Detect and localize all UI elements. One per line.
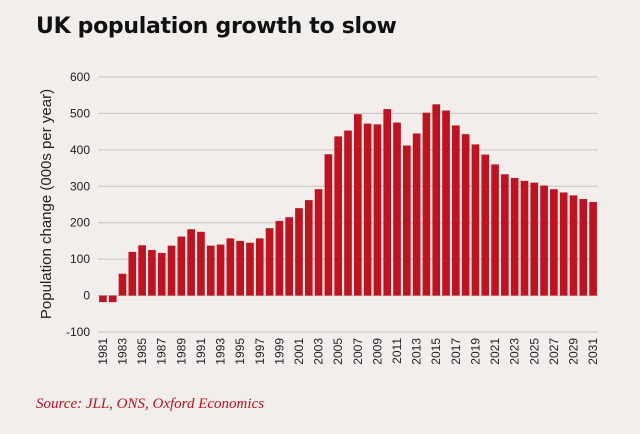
- x-tick-label: 1985: [135, 338, 149, 365]
- bar-2020: [481, 154, 490, 296]
- bar-2030: [579, 199, 588, 296]
- bar-2002: [304, 200, 313, 296]
- y-axis-label: Population change (000s per year): [38, 89, 55, 319]
- bar-2031: [589, 201, 597, 296]
- chart-title: UK population growth to slow: [36, 14, 397, 39]
- bar-1999: [275, 220, 284, 296]
- x-tick-label: 2031: [586, 338, 600, 365]
- bars: [99, 104, 597, 303]
- y-tick-label: 300: [70, 179, 90, 193]
- x-tick-label: 2027: [547, 338, 561, 365]
- bar-2011: [393, 122, 401, 296]
- bar-1995: [236, 240, 244, 296]
- bar-2015: [432, 104, 441, 296]
- bar-1986: [148, 250, 156, 296]
- bar-2021: [491, 164, 499, 296]
- x-tick-label: 1991: [194, 338, 208, 365]
- source-note: Source: JLL, ONS, Oxford Economics: [36, 396, 265, 412]
- bar-1985: [138, 245, 146, 296]
- bar-2003: [314, 189, 323, 296]
- bar-2013: [412, 133, 421, 296]
- bar-1998: [265, 228, 274, 296]
- x-tick-label: 2023: [508, 338, 522, 365]
- bar-2007: [353, 114, 362, 296]
- x-tick-label: 1981: [96, 338, 110, 365]
- bar-1991: [197, 231, 205, 296]
- bar-2024: [520, 180, 529, 296]
- x-tick-label: 1999: [272, 338, 286, 365]
- bar-2004: [324, 154, 333, 296]
- bar-2027: [550, 189, 558, 296]
- bar-2000: [285, 217, 293, 296]
- bar-2008: [363, 123, 372, 296]
- x-tick-label: 2021: [488, 338, 502, 365]
- x-tick-label: 2003: [312, 338, 326, 365]
- y-tick-labels: -100 0 100 200 300 400 500 600: [66, 70, 90, 339]
- bar-1994: [226, 238, 235, 296]
- bar-1984: [128, 251, 137, 296]
- y-tick-label: 200: [70, 216, 90, 230]
- bar-1988: [167, 245, 176, 296]
- y-tick-label: -100: [66, 325, 90, 339]
- x-tick-labels: 1981 1983 1985 1987 1989 1991 1993 1995 1997 1999…: [96, 338, 600, 365]
- x-tick-label: 2007: [351, 338, 365, 365]
- x-tick-label: 2011: [390, 338, 404, 364]
- bar-2012: [403, 145, 411, 296]
- bar-2022: [501, 174, 509, 296]
- bar-1990: [187, 229, 195, 296]
- bar-2009: [373, 124, 382, 296]
- x-tick-label: 1995: [233, 338, 247, 365]
- bar-2010: [383, 109, 392, 296]
- x-tick-label: 2019: [468, 338, 482, 365]
- bar-1997: [255, 238, 264, 296]
- x-tick-label: 2009: [370, 338, 384, 365]
- bar-2005: [334, 136, 343, 296]
- bar-1996: [246, 242, 254, 296]
- bar-2028: [559, 192, 568, 296]
- y-tick-label: 0: [83, 289, 90, 303]
- x-tick-label: 1989: [174, 338, 188, 365]
- x-tick-label: 1983: [116, 338, 130, 365]
- bar-1993: [216, 244, 225, 296]
- x-tick-label: 2015: [429, 338, 443, 365]
- bar-1987: [157, 252, 166, 296]
- bar-2025: [530, 182, 539, 296]
- bar-2023: [510, 177, 519, 296]
- x-tick-label: 1993: [214, 338, 228, 365]
- x-tick-label: 2025: [527, 338, 541, 365]
- bar-2001: [295, 208, 303, 296]
- bar-1983: [118, 273, 127, 296]
- y-tick-label: 100: [70, 252, 90, 266]
- bar-1989: [177, 236, 186, 296]
- bar-2006: [344, 130, 352, 296]
- x-tick-label: 2029: [566, 338, 580, 365]
- bar-1982: [108, 295, 117, 303]
- x-tick-label: 2013: [410, 338, 424, 365]
- bar-1992: [206, 245, 215, 296]
- bar-2016: [442, 110, 450, 296]
- x-tick-label: 2001: [292, 338, 306, 365]
- bar-1981: [99, 295, 107, 303]
- bar-2029: [569, 195, 578, 296]
- x-tick-label: 1997: [253, 338, 267, 365]
- y-tick-label: 600: [70, 70, 90, 84]
- x-tick-label: 1987: [155, 338, 169, 365]
- bar-2014: [422, 112, 431, 296]
- bar-2018: [461, 134, 470, 296]
- x-tick-label: 2017: [449, 338, 463, 365]
- y-tick-label: 500: [70, 106, 90, 120]
- x-tick-label: 2005: [331, 338, 345, 365]
- y-tick-label: 400: [70, 143, 90, 157]
- bar-2026: [540, 185, 548, 296]
- bar-2017: [452, 125, 460, 296]
- bar-2019: [471, 144, 480, 296]
